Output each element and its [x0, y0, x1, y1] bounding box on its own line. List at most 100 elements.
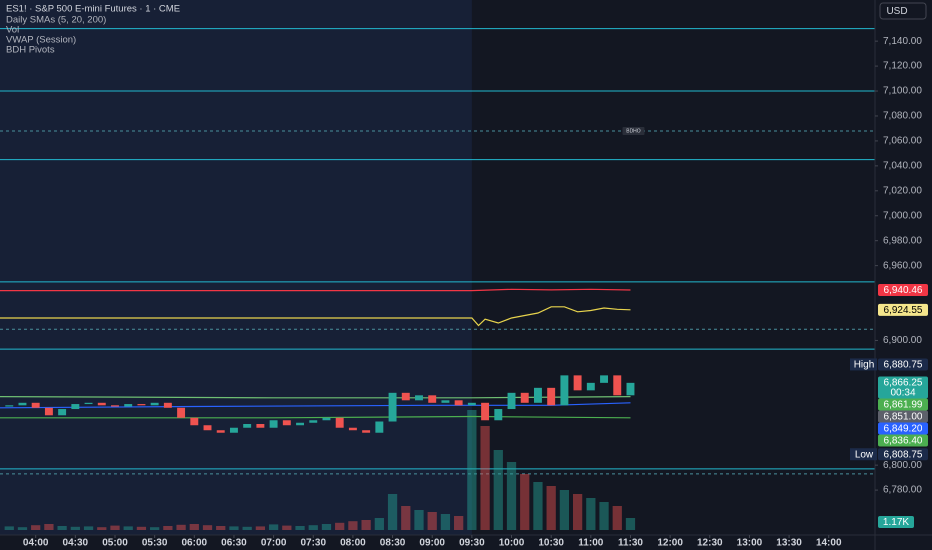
candle-body [322, 417, 331, 421]
price-badge-label: 6,861.99 [884, 400, 923, 411]
countdown: 00:34 [890, 388, 915, 399]
candle-body [441, 400, 450, 403]
price-badge [878, 398, 928, 411]
x-tick-label: 07:30 [300, 538, 326, 549]
volume-bar [163, 526, 173, 530]
x-tick-label: 13:30 [776, 538, 802, 549]
y-tick-label: 7,080.00 [883, 111, 922, 122]
currency-label[interactable]: USD [886, 6, 907, 17]
x-tick-label: 05:30 [142, 538, 168, 549]
x-tick-label: 09:00 [419, 538, 445, 549]
candle-body [177, 407, 186, 418]
volume-bar [31, 525, 41, 530]
y-tick-label: 7,120.00 [883, 61, 922, 72]
price-badge [878, 303, 928, 316]
chart-title: ES1! · S&P 500 E-mini Futures · 1 · CME [6, 4, 180, 15]
volume-bar [361, 520, 371, 530]
level-tag-box [622, 126, 645, 135]
volume-bar [44, 524, 54, 530]
overlay-line [0, 306, 631, 327]
candle-body [626, 382, 635, 396]
price-badge [878, 410, 928, 423]
y-tick-label: 7,100.00 [883, 86, 922, 97]
volume-bar [321, 524, 332, 530]
x-tick-label: 11:30 [618, 538, 643, 549]
volume-bar [110, 525, 120, 530]
candle-body [58, 409, 67, 416]
x-tick-label: 13:00 [737, 538, 763, 549]
y-tick-label: 7,060.00 [883, 136, 922, 147]
price-badge-label: 6,866.25 [884, 378, 923, 389]
pre-session-shade [0, 0, 472, 535]
price-badge-label: 6,808.75 [884, 449, 923, 460]
candle-body [533, 387, 542, 403]
volume-bar [150, 527, 160, 530]
volume-bar [546, 486, 556, 530]
candle-body [18, 402, 27, 406]
volume-bar [308, 525, 318, 530]
x-tick-label: 09:30 [459, 538, 485, 549]
x-tick-label: 06:30 [221, 538, 247, 549]
volume-bar [242, 526, 252, 530]
candle-body [31, 402, 40, 408]
candle-body [547, 387, 556, 406]
candle-body [5, 405, 14, 407]
volume-bar [467, 410, 477, 530]
x-tick-label: 12:30 [697, 538, 723, 549]
volume-bar [387, 494, 398, 530]
caption-box [850, 358, 877, 371]
volume-bar [440, 514, 451, 530]
candle-body [256, 424, 265, 428]
x-tick-label: 10:00 [499, 538, 525, 549]
volume-bar [136, 526, 147, 530]
candle-body [507, 392, 516, 410]
x-tick-label: 06:00 [182, 538, 208, 549]
volume-bar [625, 518, 636, 530]
volume-bar [97, 527, 107, 530]
x-tick-label: 14:00 [816, 538, 842, 549]
candle-body [309, 420, 318, 423]
plot-background [0, 0, 472, 535]
candle-body [44, 407, 53, 416]
candle-body [467, 402, 476, 406]
x-tick-label: 08:30 [380, 538, 406, 549]
x-tick-label: 12:00 [657, 538, 683, 549]
candle-body [375, 421, 384, 433]
candle-body [388, 392, 397, 422]
candle-body [573, 375, 582, 391]
volume-bar [189, 524, 199, 530]
y-tick-label: 6,780.00 [883, 485, 922, 496]
candle-body [586, 382, 595, 391]
price-badge [878, 434, 928, 447]
candle-body [282, 420, 291, 426]
volume-bar [533, 482, 543, 530]
volume-bar [268, 524, 279, 530]
candle-body [203, 425, 212, 431]
candle-body [428, 395, 437, 403]
price-badge [878, 422, 928, 435]
candle-body [494, 409, 503, 421]
candle-body [111, 405, 119, 407]
candle-body [269, 420, 278, 428]
price-badge-caption: Low [855, 449, 874, 460]
volume-bar [586, 498, 596, 530]
volume-bar [282, 525, 292, 530]
y-tick-label: 6,980.00 [883, 235, 922, 246]
volume-bar [348, 521, 358, 530]
x-tick-label: 05:00 [102, 538, 128, 549]
candle-body [520, 392, 529, 403]
candle-body [415, 395, 423, 401]
volume-bar [520, 474, 530, 530]
volume-bar [229, 526, 239, 530]
volume-bar [599, 502, 609, 530]
volume-bar [295, 526, 305, 530]
volume-bar [202, 525, 213, 530]
candle-body [150, 402, 159, 406]
plot: BDHO [0, 28, 875, 530]
volume-bar [57, 526, 67, 530]
caption-box [850, 448, 877, 461]
overlay-line [0, 402, 631, 409]
currency-button[interactable] [879, 2, 927, 20]
price-badge-label: 6,880.75 [884, 360, 923, 371]
